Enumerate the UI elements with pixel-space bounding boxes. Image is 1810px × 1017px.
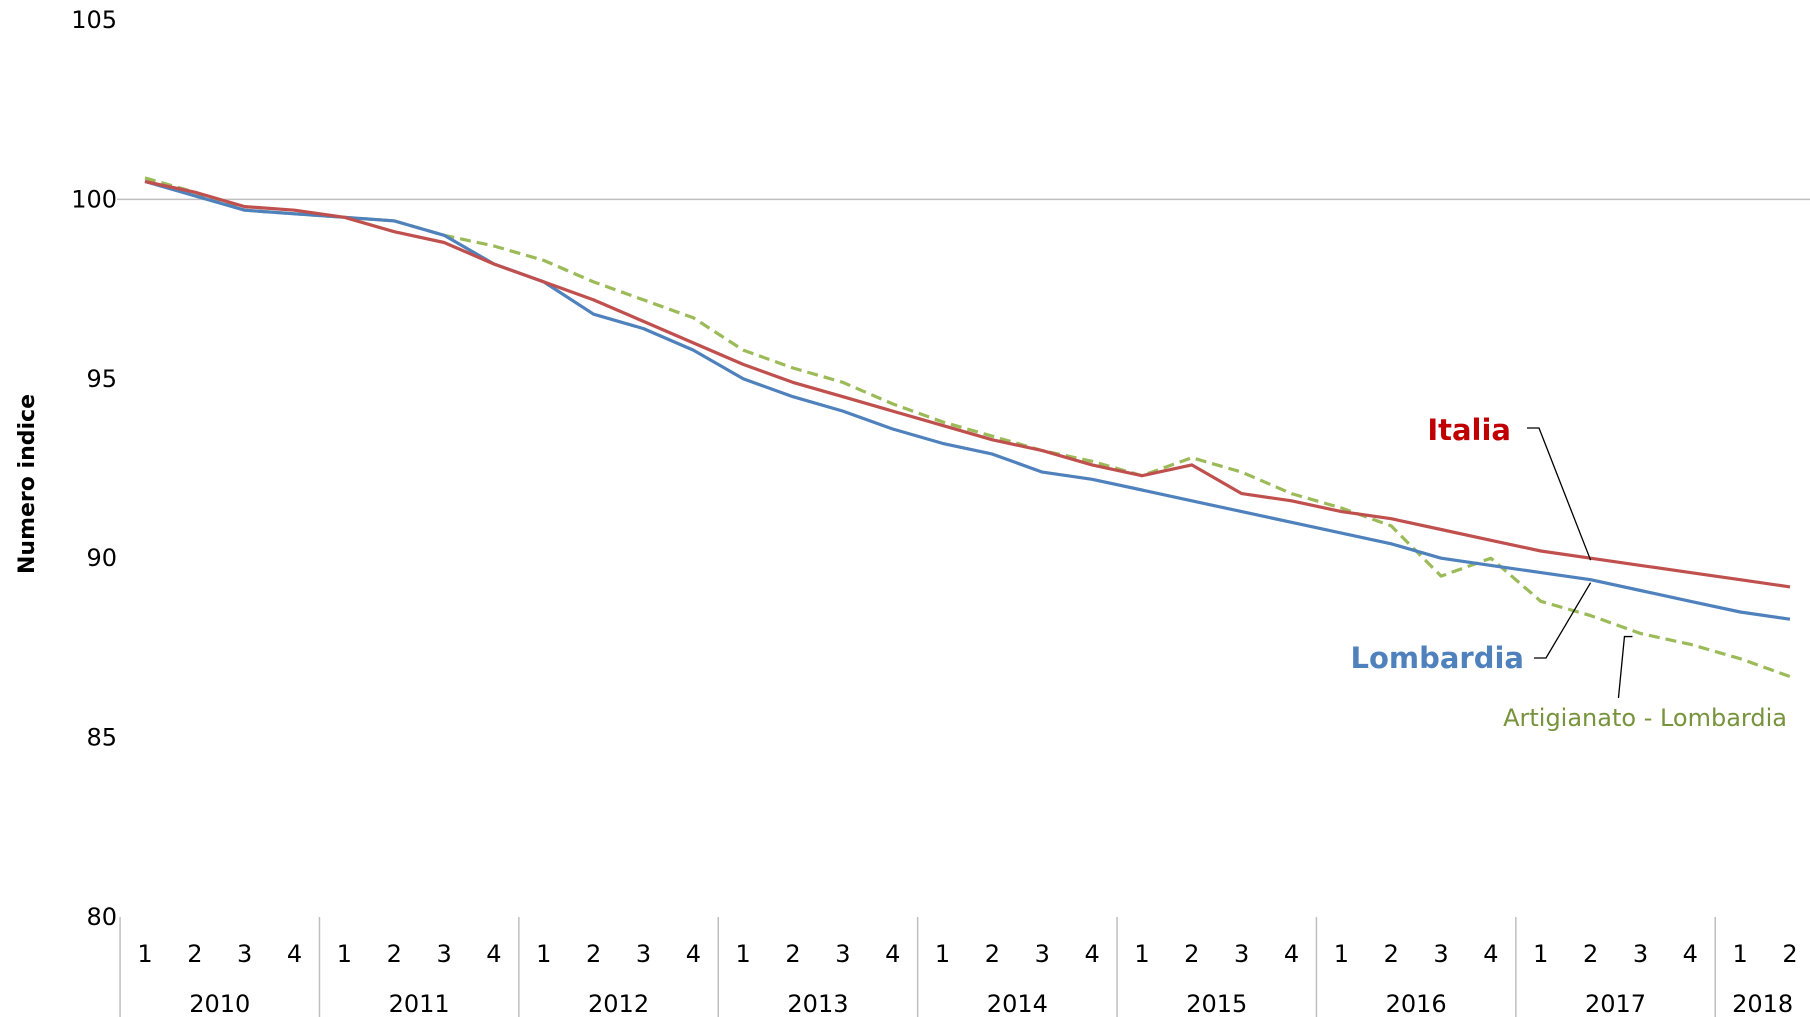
y-tick-label: 85 [86, 724, 117, 752]
x-year-label: 2010 [189, 990, 250, 1017]
x-quarter-label: 1 [935, 940, 950, 968]
x-quarter-label: 2 [1184, 940, 1199, 968]
x-quarter-label: 1 [137, 940, 152, 968]
series-line-italia [144, 179, 1791, 589]
x-quarter-label: 1 [1733, 940, 1748, 968]
x-quarter-label: 2 [1384, 940, 1399, 968]
x-quarter-label: 3 [237, 940, 252, 968]
y-tick-label: 90 [86, 544, 117, 572]
series-line-artigianato-lombardia [144, 176, 1791, 679]
y-tick-label: 105 [71, 6, 117, 34]
x-quarter-label: 2 [785, 940, 800, 968]
y-axis-label: Numero indice [15, 394, 40, 574]
x-quarter-label: 1 [536, 940, 551, 968]
x-quarter-label: 2 [1583, 940, 1598, 968]
x-year-label: 2013 [787, 990, 848, 1017]
x-quarter-label: 1 [1134, 940, 1149, 968]
x-quarter-label: 3 [1633, 940, 1648, 968]
x-quarter-label: 3 [1234, 940, 1249, 968]
x-quarter-label: 4 [1483, 940, 1498, 968]
series-annotations: Italia Lombardia Artigianato - Lombardia [1350, 413, 1787, 732]
x-quarter-label: 2 [187, 940, 202, 968]
y-axis-ticks: 80 85 90 95 100 105 [71, 6, 117, 931]
series-line-lombardia [144, 179, 1791, 621]
x-quarter-label: 1 [736, 940, 751, 968]
x-quarter-label: 2 [1782, 940, 1797, 968]
x-quarter-label: 4 [486, 940, 501, 968]
x-quarter-label: 3 [1433, 940, 1448, 968]
x-year-label: 2015 [1186, 990, 1247, 1017]
x-year-label: 2011 [389, 990, 450, 1017]
series-lines [144, 176, 1791, 679]
x-quarter-label: 4 [885, 940, 900, 968]
leader-line-italia [1527, 427, 1592, 561]
x-year-label: 2016 [1386, 990, 1447, 1017]
x-quarter-label: 2 [985, 940, 1000, 968]
x-quarter-label: 3 [436, 940, 451, 968]
x-year-label: 2014 [987, 990, 1048, 1017]
x-quarter-label: 4 [1683, 940, 1698, 968]
x-quarter-label: 1 [1334, 940, 1349, 968]
annotation-leaders [1527, 427, 1633, 699]
x-quarter-label: 1 [337, 940, 352, 968]
x-quarter-label: 4 [1084, 940, 1099, 968]
x-quarter-label: 2 [586, 940, 601, 968]
x-quarter-label: 4 [1284, 940, 1299, 968]
x-year-label: 2017 [1585, 990, 1646, 1017]
x-quarter-label: 3 [1035, 940, 1050, 968]
x-quarter-label: 3 [835, 940, 850, 968]
leader-line-lombardia [1534, 582, 1592, 659]
y-tick-label: 80 [86, 903, 117, 931]
annotation-italia: Italia [1427, 413, 1511, 447]
y-tick-label: 100 [71, 185, 117, 213]
annotation-artigianato-lombardia: Artigianato - Lombardia [1503, 704, 1787, 732]
x-year-label: 2018 [1732, 990, 1793, 1017]
x-quarter-label: 3 [636, 940, 651, 968]
x-quarter-label: 4 [686, 940, 701, 968]
leader-line-artigianato [1617, 635, 1633, 699]
x-quarter-label: 2 [387, 940, 402, 968]
x-year-label: 2012 [588, 990, 649, 1017]
x-axis: 1 2 3 4 1 2 3 4 1 2 3 4 1 2 3 4 1 2 3 4 1 2 3 4 1 2 3 4 1 2 3 4 1 2 2010 20… [119, 917, 1798, 1017]
y-tick-label: 95 [86, 365, 117, 393]
x-quarter-label: 1 [1533, 940, 1548, 968]
x-quarter-label: 4 [287, 940, 302, 968]
annotation-lombardia: Lombardia [1350, 641, 1524, 675]
